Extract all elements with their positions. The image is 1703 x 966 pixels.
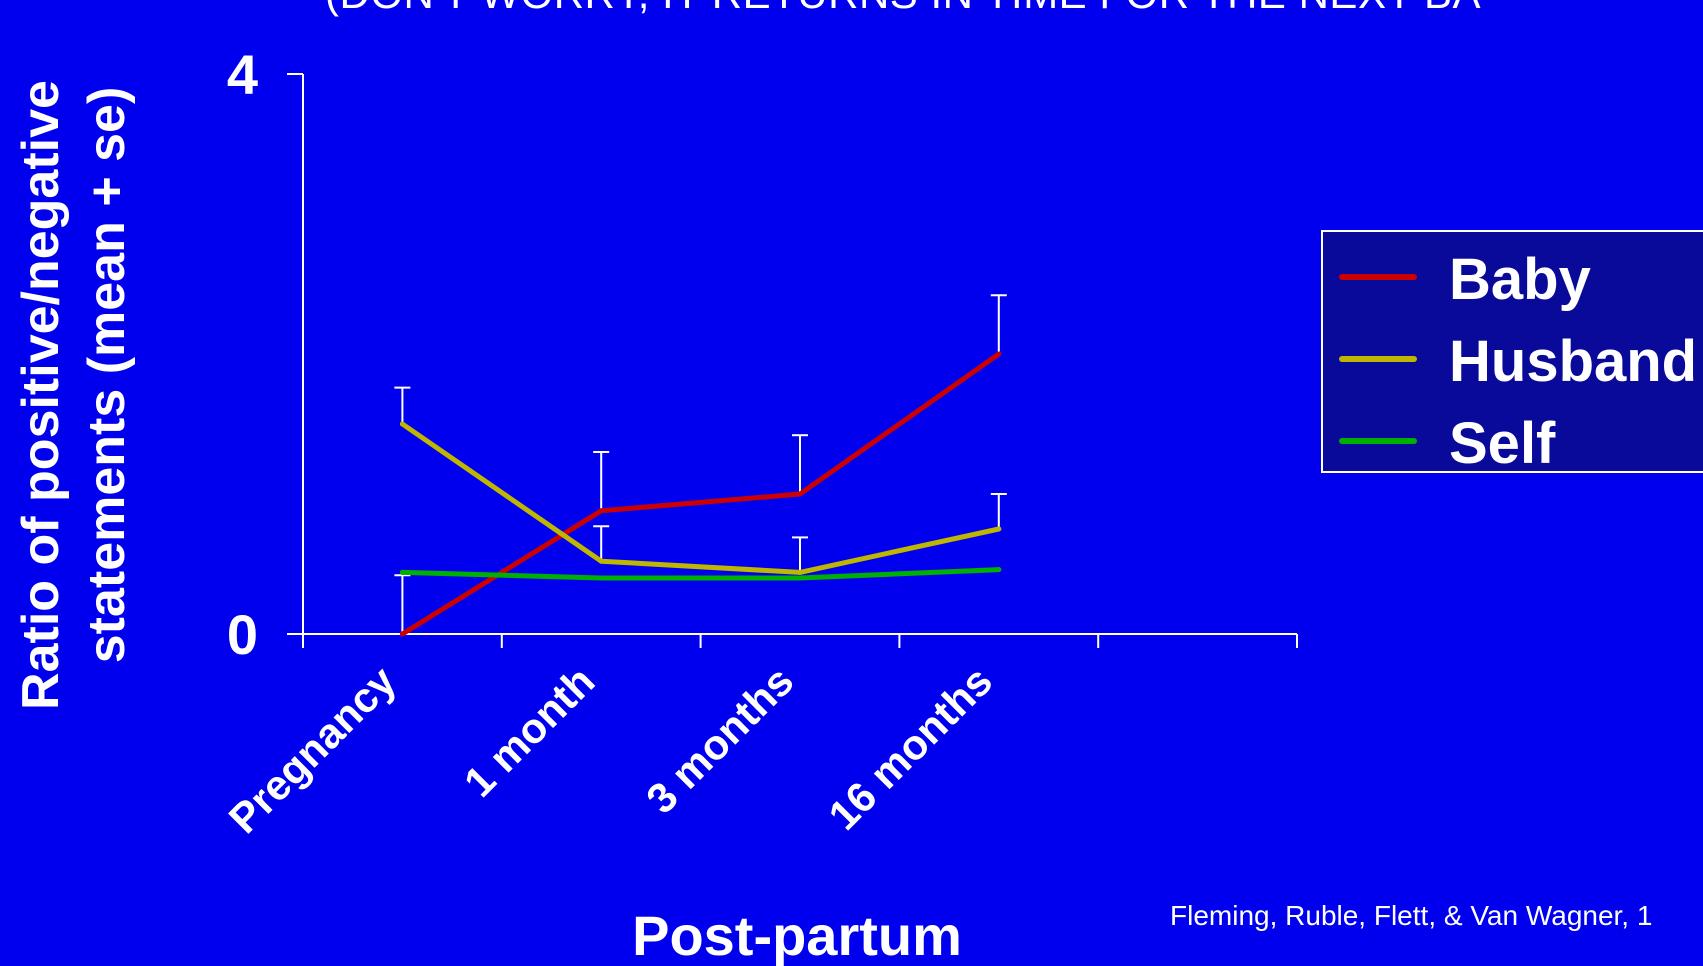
series-line-husband [399, 421, 1002, 575]
data-point-husband-1 [598, 558, 604, 564]
data-point-baby-1 [598, 508, 604, 514]
data-point-self-0 [399, 569, 405, 575]
series-line-baby [399, 351, 1002, 637]
y-tick-label-0: 0 [227, 603, 258, 666]
legend-label-baby: Baby [1449, 247, 1591, 312]
chart-labels: 0 4 Pregnancy 1 month 3 months 16 months Post-… [12, 43, 1001, 966]
legend-label-husband: Husband [1449, 329, 1698, 394]
x-tick-label-0: Pregnancy [220, 657, 406, 843]
data-point-husband-0 [399, 421, 405, 427]
legend-swatch-husband [1339, 356, 1417, 362]
x-tick-label-3: 16 months [819, 657, 1001, 839]
chart-axes [287, 73, 1298, 648]
data-point-husband-2 [797, 569, 803, 575]
data-point-self-2 [797, 575, 803, 581]
data-point-baby-0 [399, 631, 405, 637]
data-point-baby-3 [996, 351, 1002, 357]
legend-swatch-self [1339, 438, 1417, 444]
y-tick-label-1: 4 [227, 43, 258, 106]
chart-error-bars [394, 294, 1007, 634]
legend-label-self: Self [1449, 411, 1556, 476]
data-point-baby-2 [797, 491, 803, 497]
x-tick-label-1: 1 month [455, 657, 604, 806]
legend-item-self: Self [1339, 402, 1703, 476]
legend-item-husband: Husband [1339, 320, 1703, 394]
chart-legend: Baby Husband Self [1321, 230, 1703, 476]
series-line-self [399, 567, 1002, 581]
chart-series-lines [399, 351, 1002, 637]
y-axis-title-line-1: Ratio of positive/negative [12, 80, 70, 710]
legend-swatch-baby [1339, 274, 1417, 280]
y-axis-title-line-2: statements (mean + se) [78, 87, 136, 664]
legend-item-baby: Baby [1339, 238, 1703, 312]
x-axis-title: Post-partum [632, 904, 962, 966]
x-tick-label-2: 3 months [637, 657, 802, 822]
citation: Fleming, Ruble, Flett, & Van Wagner, 1 [1170, 900, 1653, 931]
slide-title: (DON'T WORRY, IT RETURNS IN TIME FOR THE… [325, 0, 1481, 18]
data-point-self-1 [598, 575, 604, 581]
data-point-husband-3 [996, 526, 1002, 532]
data-point-self-3 [996, 567, 1002, 573]
